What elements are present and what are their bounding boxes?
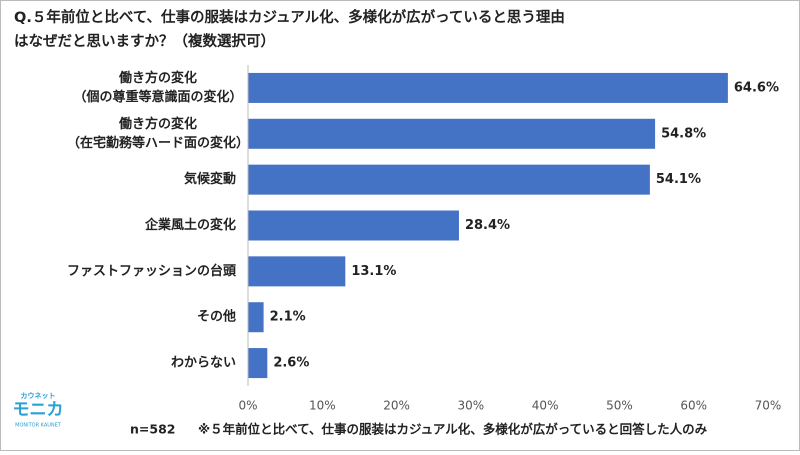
y-tick-label: 働き方の変化 — [118, 116, 197, 132]
bar — [248, 210, 459, 241]
logo: カウネット モニカ MONITOR KAUNET — [13, 391, 64, 429]
x-tick-label: 40% — [532, 399, 559, 413]
logo-bottom: MONITOR KAUNET — [15, 423, 62, 429]
footnote: ※５年前位と比べて、仕事の服装はカジュアル化、多様化が広がっていると回答した人の… — [198, 422, 708, 437]
logo-top: カウネット — [21, 391, 56, 400]
y-tick-label: 気候変動 — [184, 171, 236, 187]
chart-title: Q.５年前位と比べて、仕事の服装はカジュアル化、多様化が広がっていると思う理由 — [14, 8, 565, 26]
y-tick-label: わからない — [171, 356, 236, 371]
y-tick-label: 働き方の変化 — [118, 70, 197, 86]
value-label: 2.1% — [270, 310, 306, 325]
sample-size: n=582 — [130, 422, 175, 437]
bar — [248, 302, 264, 333]
x-tick-label: 70% — [755, 399, 782, 413]
value-label: 54.8% — [661, 126, 706, 141]
y-tick-label: その他 — [197, 309, 236, 325]
x-tick-label: 50% — [606, 399, 633, 413]
bar — [248, 256, 346, 287]
chart-title: はなぜだと思いますか？（複数選択可） — [14, 32, 275, 50]
x-tick-label: 30% — [458, 399, 485, 413]
x-tick-label: 20% — [383, 399, 410, 413]
y-tick-label: 企業風土の変化 — [144, 217, 236, 233]
value-label: 28.4% — [465, 218, 510, 233]
bar — [248, 118, 656, 149]
y-tick-label: ファストファッションの台頭 — [67, 263, 237, 279]
x-tick-label: 0% — [238, 399, 257, 413]
y-tick-label: （個の尊重等意識面の変化） — [73, 89, 242, 105]
value-label: 2.6% — [273, 356, 309, 371]
logo-main: モニカ — [13, 400, 64, 420]
value-label: 13.1% — [351, 264, 396, 279]
value-label: 54.1% — [656, 172, 701, 187]
x-tick-label: 60% — [680, 399, 707, 413]
x-tick-label: 10% — [309, 399, 336, 413]
bar — [248, 348, 268, 379]
bar — [248, 72, 728, 103]
bar — [248, 164, 650, 195]
y-tick-label: （在宅勤務等ハード面の変化） — [67, 135, 249, 151]
value-label: 64.6% — [734, 80, 779, 95]
